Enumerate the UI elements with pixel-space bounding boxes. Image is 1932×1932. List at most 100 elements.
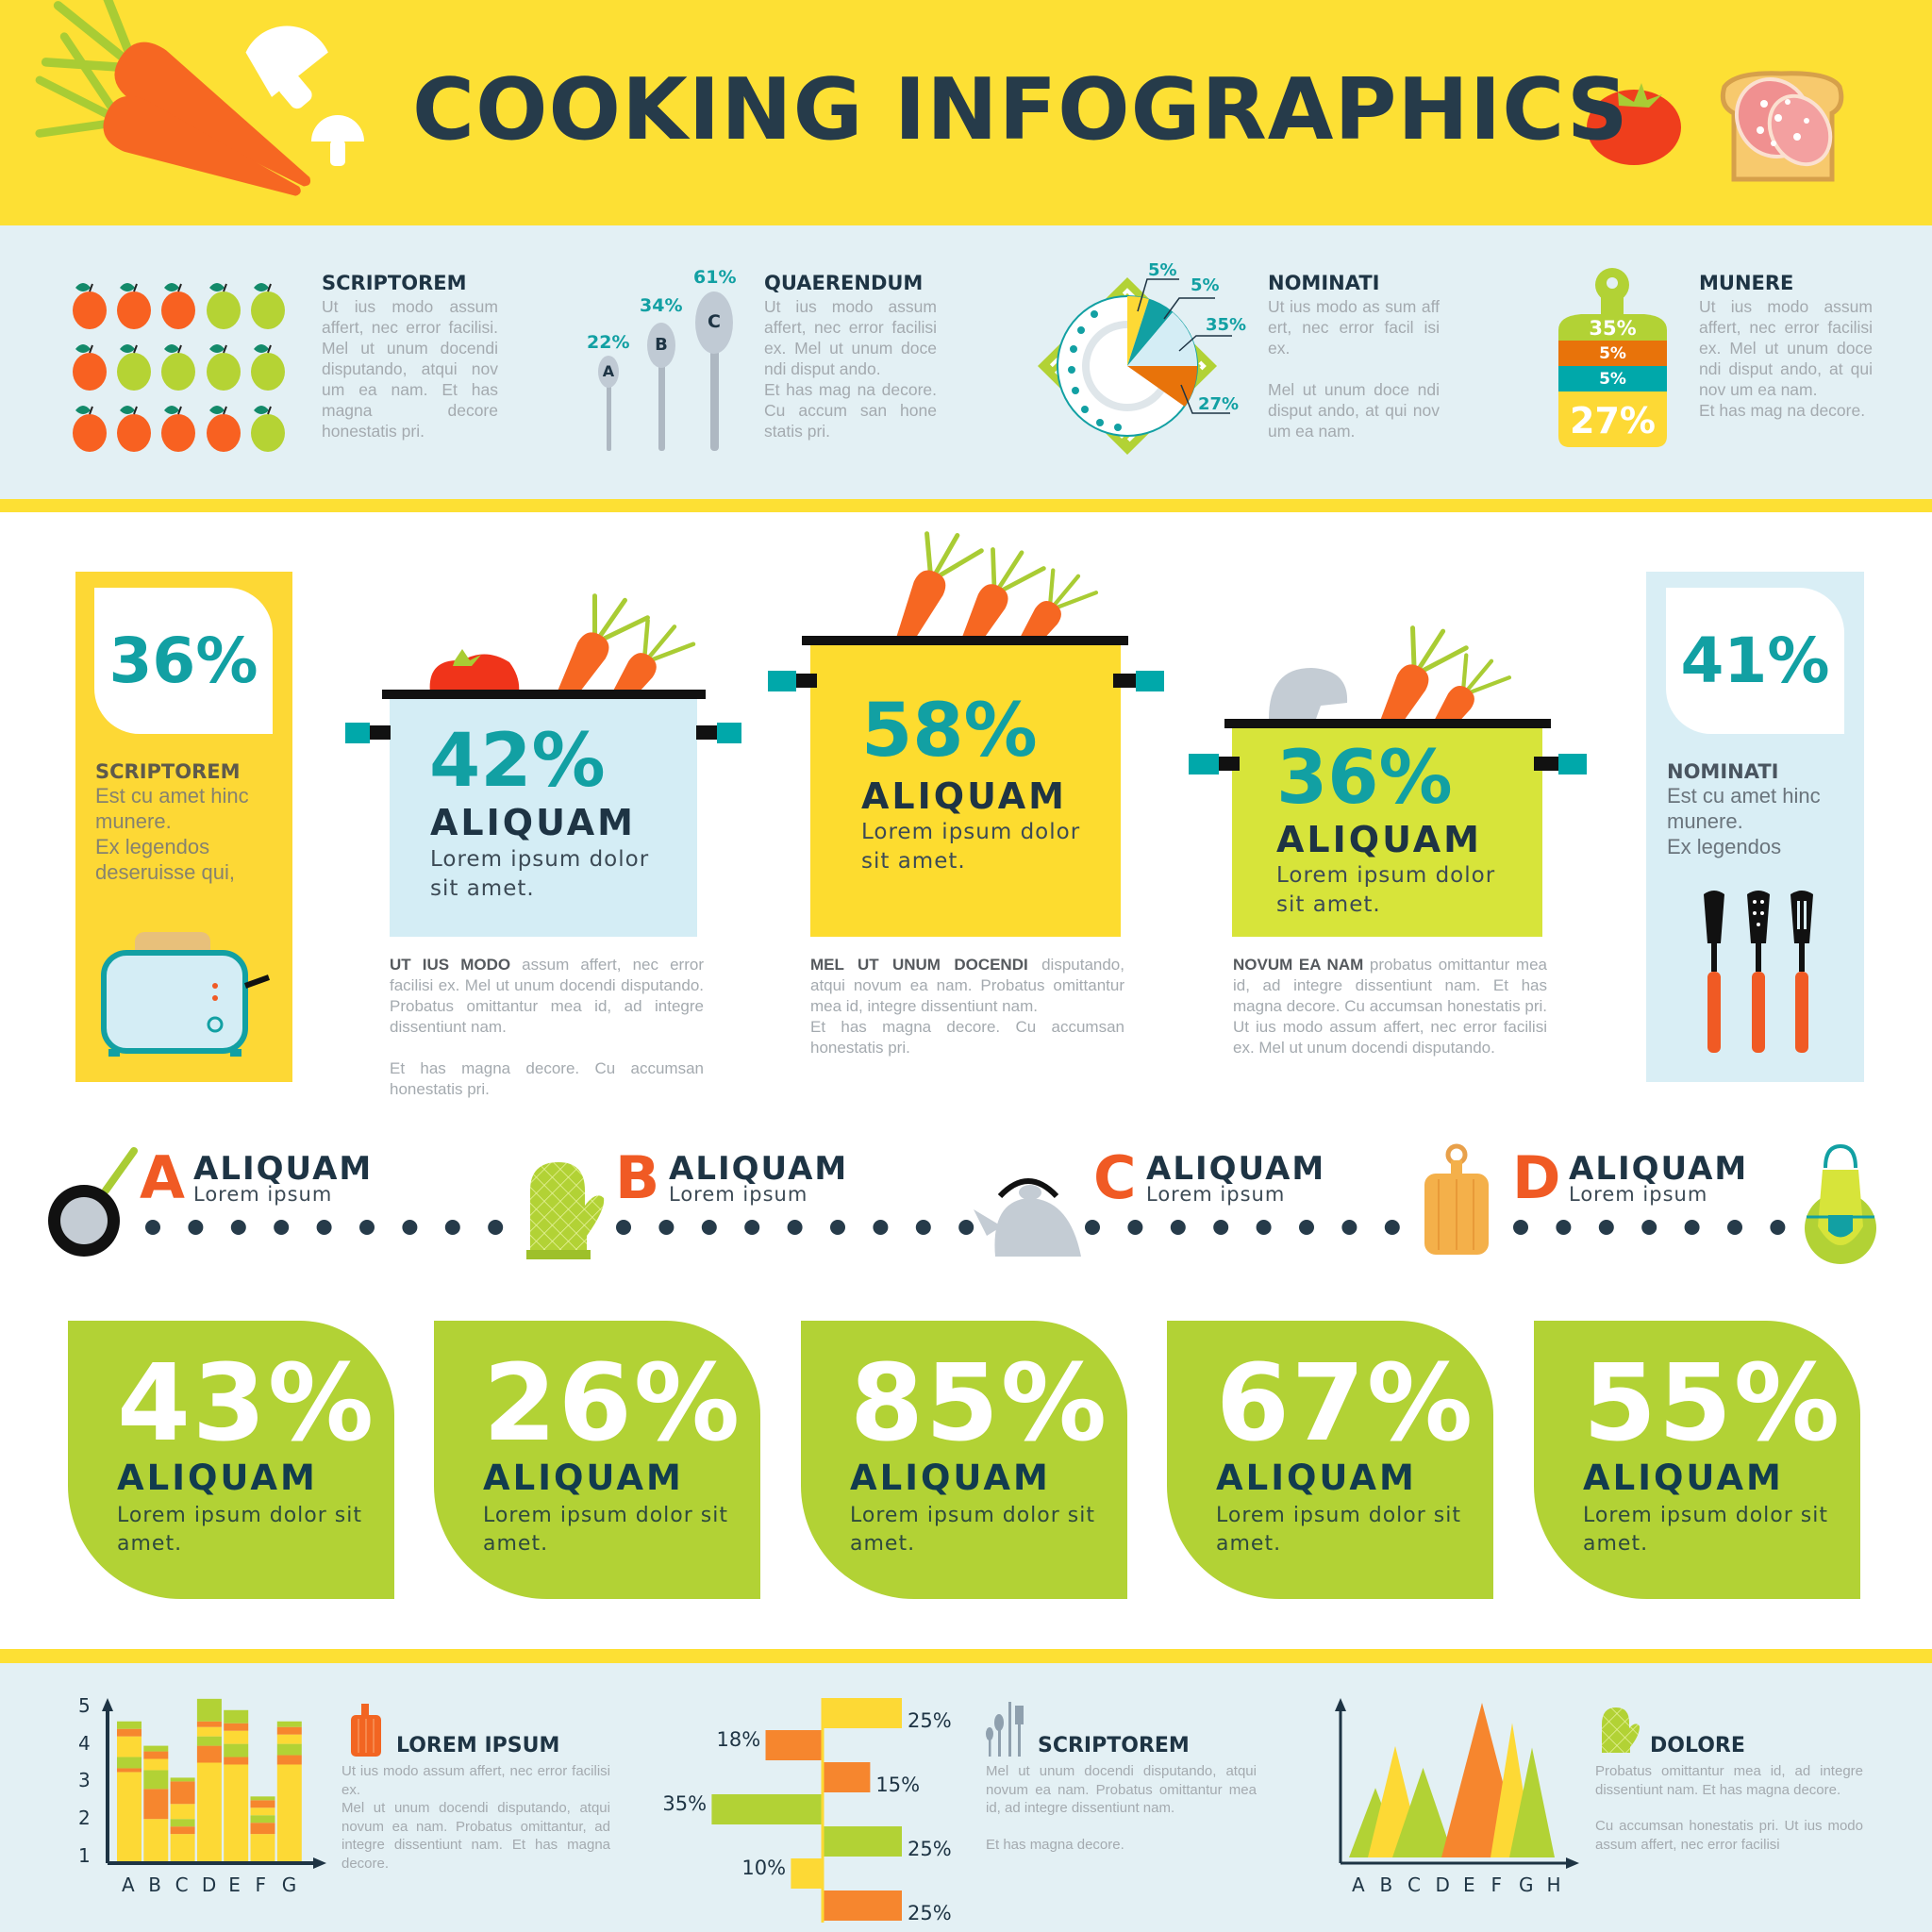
bar-segment xyxy=(117,1721,142,1729)
timeline-dot xyxy=(1170,1220,1186,1235)
block-text: Mel ut unum docendi disputando, atqui no… xyxy=(986,1763,1257,1816)
pot-1 xyxy=(345,586,741,937)
apple-icon xyxy=(117,414,151,452)
board-segment-label: 35% xyxy=(1589,317,1637,340)
step-subtitle: Lorem ipsum xyxy=(1569,1183,1708,1206)
timeline-dot xyxy=(1641,1220,1657,1235)
side-text-left: SCRIPTOREM Est cu amet hinc munere. Ex l… xyxy=(95,760,275,885)
side-text: Ex legendos xyxy=(1667,835,1782,858)
cutting-board-chart xyxy=(1558,268,1667,447)
bar xyxy=(791,1858,823,1889)
block-title: SCRIPTOREM xyxy=(1038,1734,1190,1757)
bar-segment xyxy=(250,1807,275,1816)
x-tick-label: E xyxy=(228,1874,241,1896)
stem-icon xyxy=(89,406,93,415)
mushroom-icon xyxy=(245,25,364,166)
leaf-icon xyxy=(164,344,179,353)
spoon-value-c: 61% xyxy=(693,267,737,288)
stat-card: 43% ALIQUAM Lorem ipsum dolor sit amet. xyxy=(68,1321,394,1599)
apple-icon xyxy=(161,414,195,452)
timeline-dot xyxy=(1299,1220,1314,1235)
stem-icon xyxy=(177,283,182,292)
apple-icon xyxy=(161,291,195,329)
x-tick-label: D xyxy=(1435,1874,1450,1896)
step-subtitle: Lorem ipsum xyxy=(193,1183,333,1206)
bar-segment xyxy=(196,1762,222,1863)
timeline-dot xyxy=(402,1220,418,1235)
x-tick-label: C xyxy=(1407,1874,1421,1896)
block-text: Et has magna decore. xyxy=(986,1836,1124,1853)
y-tick-label: 3 xyxy=(78,1769,91,1792)
apples-grid xyxy=(73,283,285,452)
step-title: ALIQUAM xyxy=(1569,1150,1749,1188)
board-segment-label: 27% xyxy=(1570,400,1656,441)
chart-axes xyxy=(102,1698,1579,1869)
apple-icon xyxy=(251,353,285,391)
stat-card: 55% ALIQUAM Lorem ipsum dolor sit amet. xyxy=(1534,1321,1860,1599)
paragraph-lead: NOVUM EA NAM xyxy=(1233,956,1364,974)
paragraph-text: disputando, atqui novum ea nam. Probatus… xyxy=(810,956,1124,1015)
bar-segment xyxy=(143,1751,169,1759)
bar-segment xyxy=(276,1726,302,1735)
oven-mitt-icon xyxy=(526,1162,605,1259)
block-text: Ut ius modo assum affert, nec error faci… xyxy=(341,1763,610,1798)
spoon-letter-b: B xyxy=(655,335,668,355)
timeline-dot xyxy=(1127,1220,1143,1235)
stem-icon xyxy=(133,344,138,354)
mushroom-icon xyxy=(1269,668,1348,719)
stat-value: 55% xyxy=(1583,1342,1842,1465)
wooden-board-icon xyxy=(1424,1143,1489,1255)
bar-segment xyxy=(170,1781,195,1805)
x-tick-label: H xyxy=(1546,1874,1561,1896)
block-title: DOLORE xyxy=(1650,1734,1745,1757)
stem-icon xyxy=(89,344,93,354)
board-segment-label: 5% xyxy=(1599,370,1626,389)
leaf-icon xyxy=(209,406,225,414)
timeline-dot xyxy=(873,1220,889,1235)
stem-icon xyxy=(223,406,227,415)
x-tick-label: B xyxy=(1379,1874,1393,1896)
divider-stripe xyxy=(0,1649,1932,1663)
bar-segment xyxy=(276,1764,302,1863)
timeline-dot xyxy=(488,1220,504,1235)
timeline-dot xyxy=(230,1220,246,1235)
bar xyxy=(765,1730,823,1760)
bar-segment xyxy=(196,1721,222,1727)
step-title: ALIQUAM xyxy=(1146,1150,1326,1188)
info-block-nominati: NOMINATI Ut ius modo as sum aff ert, nec… xyxy=(1268,272,1440,441)
stem-icon xyxy=(267,344,272,354)
leaf-icon xyxy=(254,283,269,291)
apple-icon xyxy=(161,353,195,391)
pot-text: Lorem ipsum dolor sit amet. xyxy=(430,847,650,901)
side-title: SCRIPTOREM xyxy=(95,760,241,783)
timeline-dot xyxy=(1384,1220,1400,1235)
timeline-dot xyxy=(958,1220,974,1235)
bar-segment xyxy=(170,1826,195,1835)
stat-box-right: 41% xyxy=(1666,588,1844,734)
timeline-dot xyxy=(1556,1220,1572,1235)
x-tick-label: D xyxy=(201,1874,217,1896)
timeline-dot xyxy=(1598,1220,1614,1235)
pie-slice xyxy=(1127,312,1198,366)
step-subtitle: Lorem ipsum xyxy=(669,1183,808,1206)
stat-text: Lorem ipsum dolor sit amet. xyxy=(483,1504,728,1556)
stem-icon xyxy=(133,406,138,415)
bar-label: 35% xyxy=(662,1792,708,1815)
block-text: Ut ius modo assum affert, nec error faci… xyxy=(1699,297,1873,399)
bar-segment xyxy=(117,1772,142,1863)
side-text: Est cu amet hinc munere. xyxy=(95,784,249,833)
bar xyxy=(823,1826,902,1857)
x-tick-label: A xyxy=(1352,1874,1365,1896)
info-block-lorem: Ut ius modo assum affert, nec error faci… xyxy=(341,1762,610,1873)
bar-segment xyxy=(196,1745,222,1763)
paragraph-text: assum affert, nec error facilisi ex. Mel… xyxy=(390,956,704,1036)
x-tick-label: C xyxy=(175,1874,189,1896)
apple-icon xyxy=(207,291,241,329)
pie-label: 5% xyxy=(1191,275,1220,295)
pie-label: 5% xyxy=(1148,260,1177,280)
bar-segment xyxy=(170,1834,195,1863)
x-tick-label: G xyxy=(281,1874,297,1896)
block-text: Ut ius modo assum affert, nec error faci… xyxy=(764,297,937,378)
stem-icon xyxy=(177,344,182,354)
block-title: MUNERE xyxy=(1699,272,1794,294)
